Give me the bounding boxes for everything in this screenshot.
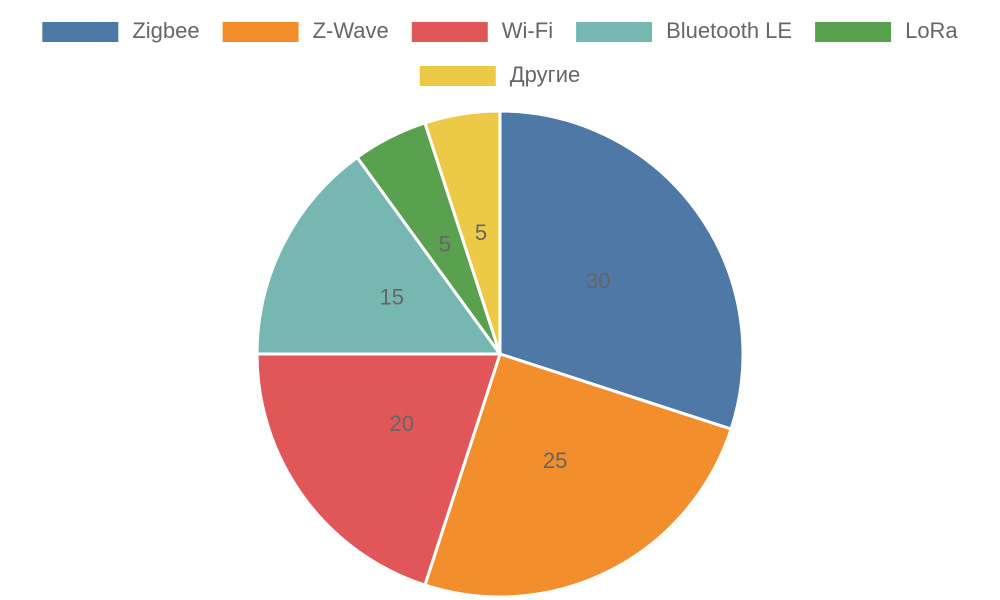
data-label: 5: [475, 220, 487, 245]
legend-item: Wi-Fi: [411, 18, 553, 43]
pie-slice: [255, 155, 503, 356]
legend-swatch: [42, 22, 119, 42]
data-label: 25: [543, 448, 567, 473]
legend-swatch: [411, 22, 488, 42]
legend-label: Другие: [510, 62, 580, 87]
legend-label: LoRa: [905, 18, 958, 43]
legend-item: Bluetooth LE: [576, 18, 792, 43]
legend-item: Другие: [419, 62, 580, 87]
pie-slice: [255, 352, 503, 587]
legend-label: Z-Wave: [313, 18, 389, 43]
data-label: 20: [389, 411, 413, 436]
legend-item: Z-Wave: [222, 18, 389, 43]
pie-slice: [498, 109, 745, 431]
legend-swatch: [576, 22, 653, 42]
legend-swatch: [815, 22, 892, 42]
legend-item: LoRa: [815, 18, 958, 43]
data-label: 5: [439, 232, 451, 257]
data-label: 30: [586, 268, 610, 293]
pie-slice: [423, 352, 733, 599]
data-label: 15: [380, 285, 404, 310]
legend-label: Wi-Fi: [502, 18, 553, 43]
legend-label: Zigbee: [132, 18, 199, 43]
legend-swatch: [222, 22, 299, 42]
legend-swatch: [419, 66, 496, 86]
pie-slice: [423, 109, 502, 355]
legend-label: Bluetooth LE: [666, 18, 792, 43]
legend-item: Zigbee: [42, 18, 200, 43]
